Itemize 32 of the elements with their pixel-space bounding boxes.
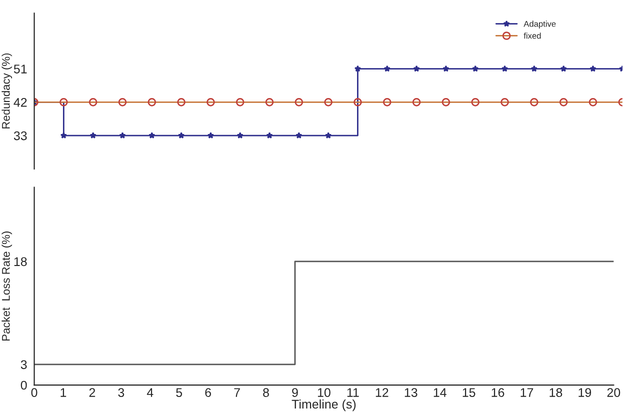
x-tick-label: 16 (492, 388, 504, 397)
x-tick-label: 1 (60, 388, 66, 397)
x-tick-label: 13 (404, 388, 418, 397)
x-tick-label: 6 (205, 388, 212, 397)
legend-label: fixed (524, 32, 541, 39)
y-tick-label: 18 (14, 257, 27, 266)
x-tick-label: 0 (31, 388, 38, 397)
y-axis-title: Packet Loss Rate (%) (2, 232, 12, 340)
x-tick-label: 8 (263, 388, 269, 397)
x-axis-title: Timeline (s) (292, 399, 356, 412)
x-tick-label: 4 (146, 388, 154, 397)
y-tick-label: 42 (14, 98, 27, 107)
x-tick-label: 15 (462, 388, 476, 397)
x-tick-label: 14 (434, 388, 446, 397)
x-tick-label: 2 (89, 388, 96, 397)
y-axis-title: Redundacy (%) (2, 53, 12, 128)
y-tick-label: 51 (14, 64, 27, 74)
x-tick-label: 20 (607, 388, 620, 397)
x-tick-label: 19 (578, 388, 592, 397)
x-tick-label: 12 (376, 388, 388, 397)
y-tick-label: 33 (14, 131, 27, 140)
x-tick-label: 3 (118, 388, 124, 397)
y-tick-label: 3 (20, 360, 27, 370)
x-tick-label: 9 (292, 388, 298, 397)
y-tick-label: 0 (20, 380, 27, 390)
x-tick-label: 5 (176, 388, 182, 397)
x-tick-label: 11 (347, 388, 359, 397)
x-tick-label: 17 (520, 388, 534, 397)
x-tick-label: 7 (234, 388, 240, 397)
x-tick-label: 18 (550, 388, 562, 397)
x-tick-label: 10 (318, 388, 330, 397)
legend-label: Adaptive (524, 20, 556, 28)
